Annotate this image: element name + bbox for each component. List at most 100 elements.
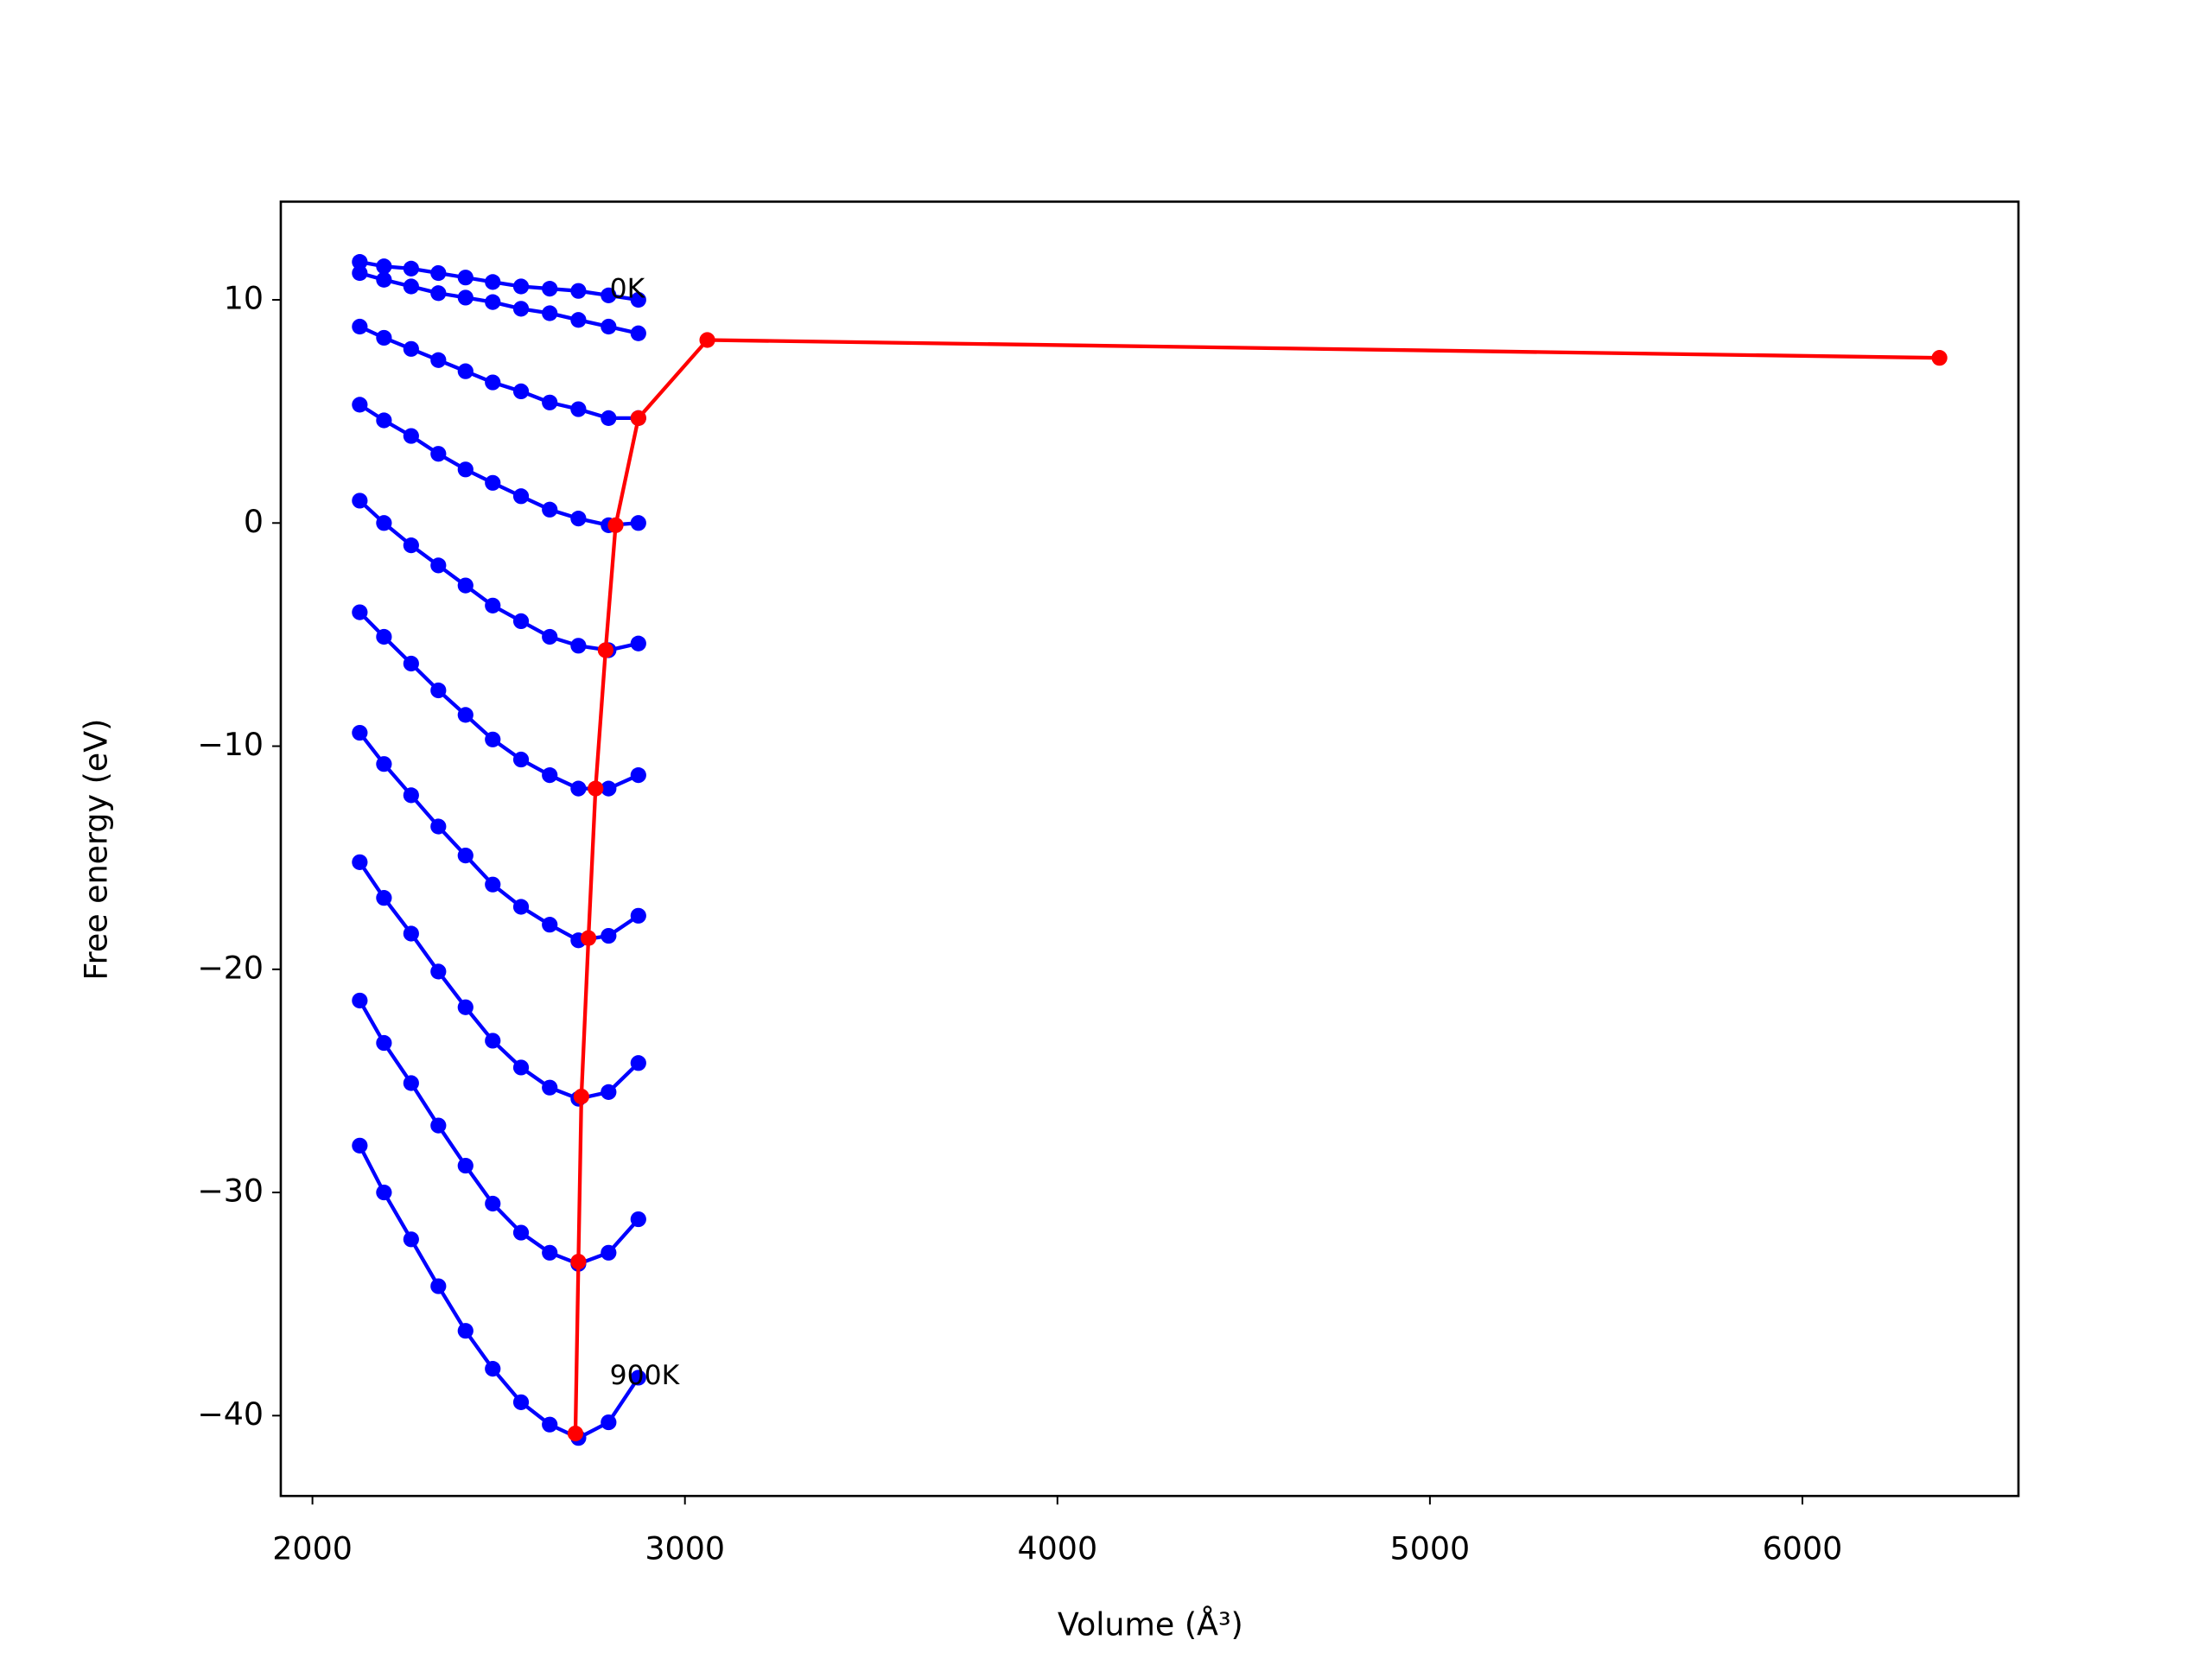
data-point (457, 270, 474, 286)
data-point (573, 1088, 589, 1105)
data-point (430, 557, 447, 574)
data-point (630, 635, 646, 652)
data-point (601, 1244, 617, 1261)
data-point (601, 780, 617, 797)
data-point (580, 930, 597, 946)
data-point (457, 289, 474, 306)
y-tick-label: −30 (197, 1173, 264, 1210)
data-point (485, 1195, 501, 1212)
data-point (457, 1157, 474, 1174)
data-point (570, 780, 587, 797)
data-point (352, 264, 368, 282)
data-point (457, 847, 474, 864)
data-point (512, 1394, 530, 1410)
data-point (542, 628, 558, 645)
data-point (352, 1137, 368, 1154)
data-point (376, 271, 392, 288)
data-point (403, 260, 419, 276)
data-point (570, 638, 587, 654)
data-point (352, 397, 368, 413)
data-point (512, 488, 530, 505)
data-point (457, 363, 474, 379)
data-point (376, 515, 392, 531)
data-point (376, 890, 392, 906)
data-point (601, 287, 617, 303)
data-point (570, 283, 587, 299)
data-point (376, 258, 392, 275)
data-point (485, 374, 501, 391)
data-point (485, 274, 501, 290)
data-point (376, 1034, 392, 1052)
data-point (485, 474, 501, 491)
data-point (512, 278, 530, 295)
data-point (607, 517, 624, 533)
data-point (542, 305, 558, 321)
data-point (542, 767, 558, 784)
data-point (403, 1075, 419, 1091)
data-point (403, 340, 419, 357)
data-point (430, 352, 447, 368)
data-point (512, 301, 530, 317)
data-point (403, 655, 419, 672)
data-point (352, 604, 368, 620)
data-point (630, 1211, 646, 1228)
data-point (430, 682, 447, 699)
data-point (403, 787, 419, 804)
data-point (352, 854, 368, 870)
y-tick-label: 10 (224, 280, 264, 317)
data-point (588, 780, 604, 797)
x-tick-label: 2000 (272, 1530, 353, 1567)
data-point (601, 410, 617, 426)
data-point (457, 999, 474, 1015)
data-point (376, 756, 392, 772)
data-point (430, 285, 447, 302)
data-point (542, 917, 558, 933)
data-point (403, 278, 419, 295)
data-point (457, 1323, 474, 1339)
plot-frame (279, 200, 2020, 1497)
data-point (512, 1224, 530, 1241)
data-point (403, 1231, 419, 1248)
data-point (352, 724, 368, 741)
y-tick-label: −20 (197, 949, 264, 986)
x-axis-label: Volume (Å³) (1058, 1605, 1243, 1643)
data-point (430, 446, 447, 462)
data-point (457, 577, 474, 594)
data-point (352, 493, 368, 509)
data-point (352, 992, 368, 1009)
data-point (512, 1059, 530, 1076)
data-point (542, 280, 558, 297)
data-point (542, 1079, 558, 1096)
data-point (512, 751, 530, 768)
data-point (570, 1254, 587, 1270)
data-point (376, 329, 392, 346)
data-point (699, 332, 715, 348)
data-point (376, 628, 392, 645)
data-point (403, 428, 419, 444)
data-point (352, 254, 368, 270)
y-tick-label: 0 (244, 503, 264, 540)
data-point (485, 1360, 501, 1377)
data-point (403, 537, 419, 554)
data-point (485, 876, 501, 893)
x-tick-label: 4000 (1017, 1530, 1097, 1567)
data-point (570, 401, 587, 417)
data-point (630, 291, 646, 308)
data-point (630, 767, 646, 784)
data-point (630, 410, 646, 426)
data-point (485, 731, 501, 747)
data-point (430, 963, 447, 980)
data-point (457, 707, 474, 723)
data-point (403, 925, 419, 942)
data-point (630, 325, 646, 341)
x-tick-label: 6000 (1763, 1530, 1843, 1567)
data-point (485, 294, 501, 310)
data-point (570, 511, 587, 527)
data-point (512, 899, 530, 915)
data-point (485, 597, 501, 613)
data-point (542, 394, 558, 410)
data-point (352, 318, 368, 335)
